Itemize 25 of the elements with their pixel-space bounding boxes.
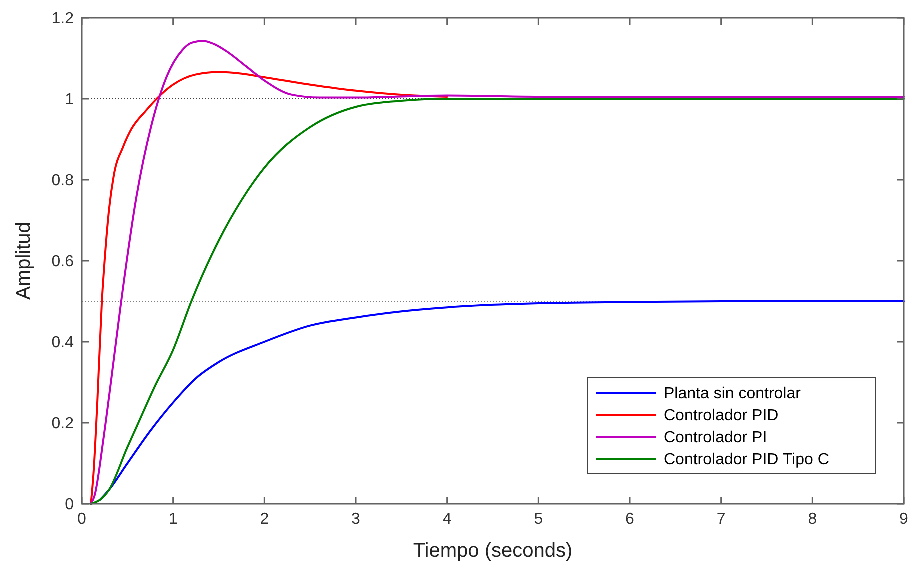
legend-label: Controlador PI (664, 430, 768, 447)
x-tick-label: 5 (534, 511, 544, 528)
x-axis-title: Tiempo (seconds) (413, 540, 573, 562)
y-tick-label: 1 (65, 92, 74, 109)
x-tick-label: 9 (900, 511, 909, 528)
y-axis-title: Amplitud (13, 222, 35, 300)
line-series (90, 71, 448, 505)
x-tick-label: 3 (352, 511, 361, 528)
x-tick-label: 7 (716, 511, 726, 528)
y-tick-label: 0.4 (52, 334, 74, 352)
y-tick-label: 0.8 (52, 172, 74, 190)
legend-label: Planta sin controlar (664, 386, 802, 403)
x-tick-label: 0 (78, 511, 87, 528)
y-tick-label: 1.2 (52, 10, 74, 28)
x-tick-label: 6 (626, 511, 635, 528)
line-series (99, 300, 905, 501)
legend-label: Controlador PID Tipo C (664, 452, 830, 469)
x-tick-label: 1 (168, 511, 178, 528)
legend-label: Controlador PID (664, 408, 779, 425)
x-tick-label: 8 (808, 511, 818, 528)
x-tick-label: 4 (442, 511, 452, 528)
y-tick-label: 0.6 (52, 254, 74, 271)
y-tick-label: 0.2 (52, 416, 74, 433)
y-tick-label: 0 (65, 496, 74, 514)
x-tick-label: 2 (260, 511, 270, 528)
